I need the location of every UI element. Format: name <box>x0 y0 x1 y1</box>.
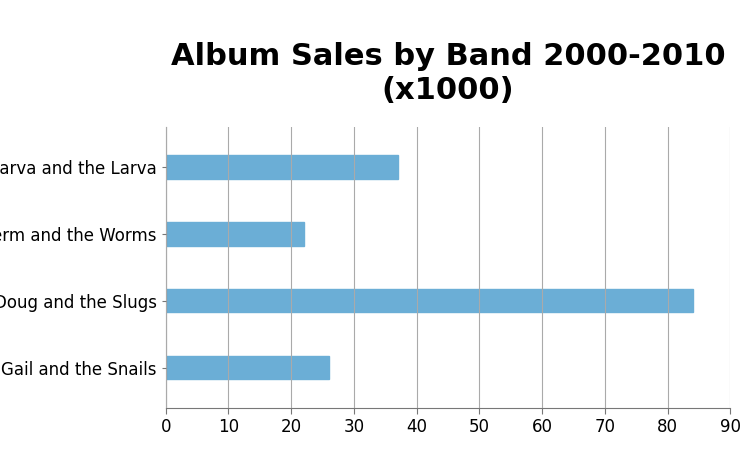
Bar <box>166 356 329 379</box>
Title: Album Sales by Band 2000-2010
(x1000): Album Sales by Band 2000-2010 (x1000) <box>171 43 725 105</box>
Bar <box>166 222 303 246</box>
Bar <box>166 155 398 178</box>
Bar <box>166 289 693 313</box>
